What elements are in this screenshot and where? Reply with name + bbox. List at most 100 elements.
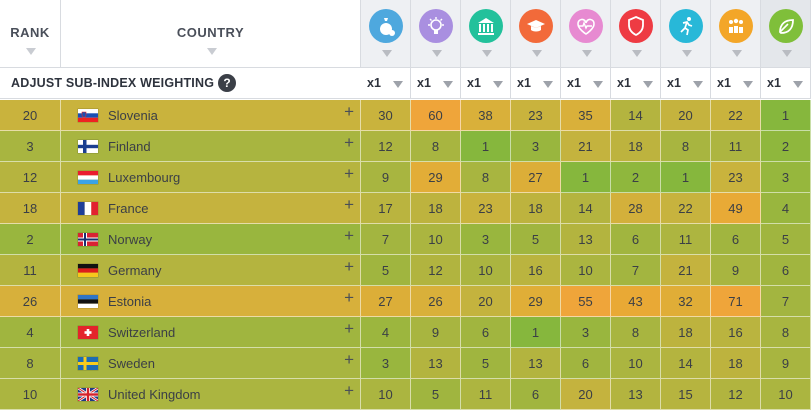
chevron-down-icon[interactable] [393,81,403,88]
country-cell[interactable]: Slovenia + [61,100,361,131]
score-cell: 27 [361,286,411,317]
expand-plus-icon[interactable]: + [344,195,354,214]
category-header-8[interactable] [711,0,761,67]
category-sort-icon[interactable] [681,50,692,57]
category-header-2[interactable] [411,0,461,67]
category-header-9[interactable] [761,0,811,67]
chevron-down-icon[interactable] [693,81,703,88]
chevron-down-icon[interactable] [593,81,603,88]
table-row[interactable]: 11 Germany +5 12 10 16 10 7 21 9 6 [0,255,811,286]
score-cell: 18 [511,193,561,224]
expand-plus-icon[interactable]: + [344,288,354,307]
table-row[interactable]: 2 Norway +7 10 3 5 13 6 11 6 5 [0,224,811,255]
weight-value: x1 [467,76,481,90]
country-cell[interactable]: United Kingdom + [61,379,361,410]
table-row[interactable]: 12 Luxembourg +9 29 8 27 1 2 1 23 3 [0,162,811,193]
category-sort-icon[interactable] [431,50,442,57]
chevron-down-icon[interactable] [543,81,553,88]
chevron-down-icon[interactable] [743,81,753,88]
expand-plus-icon[interactable]: + [344,381,354,400]
lightbulb-icon[interactable] [418,9,453,43]
table-row[interactable]: 4 Switzerland +4 9 6 1 3 8 18 16 8 [0,317,811,348]
weight-selector[interactable]: x1 [611,67,661,99]
expand-plus-icon[interactable]: + [344,257,354,276]
running-person-icon[interactable] [668,9,703,43]
table-row[interactable]: 8 Sweden +3 13 5 13 6 10 14 18 9 [0,348,811,379]
category-header-3[interactable] [461,0,511,67]
weight-selector[interactable]: x1 [511,67,561,99]
money-bag-icon[interactable] [368,9,403,43]
country-cell[interactable]: Sweden + [61,348,361,379]
weight-value: x1 [517,76,531,90]
score-cell: 8 [761,317,811,348]
category-sort-icon[interactable] [581,50,592,57]
country-name: Norway [108,231,153,247]
heartbeat-icon[interactable] [568,9,603,43]
expand-plus-icon[interactable]: + [344,164,354,183]
category-header-1[interactable] [361,0,411,67]
weight-selector[interactable]: x1 [361,67,411,99]
category-sort-icon[interactable] [781,50,792,57]
country-cell[interactable]: Switzerland + [61,317,361,348]
chevron-down-icon[interactable] [643,81,653,88]
category-header-4[interactable] [511,0,561,67]
rank-sort-icon[interactable] [26,48,36,55]
rank-value: 3 [0,131,61,162]
chevron-down-icon[interactable] [443,81,453,88]
category-sort-icon[interactable] [531,50,542,57]
weight-selector[interactable]: x1 [761,67,811,99]
chevron-down-icon[interactable] [793,81,803,88]
category-sort-icon[interactable] [481,50,492,57]
country-cell[interactable]: France + [61,193,361,224]
country-header-label: COUNTRY [176,25,245,40]
category-sort-icon[interactable] [731,50,742,57]
weight-selector[interactable]: x1 [411,67,461,99]
expand-plus-icon[interactable]: + [344,102,354,121]
rank-header-label: RANK [10,25,50,40]
country-cell[interactable]: Finland + [61,131,361,162]
score-cell: 10 [461,255,511,286]
score-cell: 23 [711,162,761,193]
country-cell[interactable]: Estonia + [61,286,361,317]
help-icon[interactable]: ? [218,74,236,92]
score-cell: 6 [511,379,561,410]
score-cell: 5 [511,224,561,255]
expand-plus-icon[interactable]: + [344,319,354,338]
rank-column-header[interactable]: RANK [0,0,61,67]
expand-plus-icon[interactable]: + [344,226,354,245]
table-row[interactable]: 26 Estonia +27 26 20 29 55 43 32 71 7 [0,286,811,317]
expand-plus-icon[interactable]: + [344,133,354,152]
country-sort-icon[interactable] [206,48,217,55]
expand-plus-icon[interactable]: + [344,350,354,369]
category-sort-icon[interactable] [381,50,392,57]
country-column-header[interactable]: COUNTRY [61,0,361,67]
category-sort-icon[interactable] [631,50,642,57]
table-row[interactable]: 3 Finland +12 8 1 3 21 18 8 11 2 [0,131,811,162]
score-cell: 35 [561,100,611,131]
weight-selector[interactable]: x1 [711,67,761,99]
score-cell: 23 [461,193,511,224]
score-cell: 14 [661,348,711,379]
category-header-6[interactable] [611,0,661,67]
weight-selector[interactable]: x1 [561,67,611,99]
category-header-5[interactable] [561,0,611,67]
weight-selector[interactable]: x1 [661,67,711,99]
country-cell[interactable]: Luxembourg + [61,162,361,193]
chevron-down-icon[interactable] [493,81,503,88]
leaf-icon[interactable] [768,9,803,43]
country-cell[interactable]: Germany + [61,255,361,286]
people-group-icon[interactable] [718,9,753,43]
score-cell: 60 [411,100,461,131]
graduation-cap-icon[interactable] [518,9,553,43]
weight-selector[interactable]: x1 [461,67,511,99]
country-cell[interactable]: Norway + [61,224,361,255]
category-header-7[interactable] [661,0,711,67]
table-row[interactable]: 18 France +17 18 23 18 14 28 22 49 4 [0,193,811,224]
score-cell: 20 [661,100,711,131]
shield-icon[interactable] [618,9,653,43]
score-cell: 13 [611,379,661,410]
table-row[interactable]: 20 Slovenia +30 60 38 23 35 14 20 22 1 [0,100,811,131]
score-cell: 28 [611,193,661,224]
government-building-icon[interactable] [468,9,503,43]
table-row[interactable]: 10 United Kingdom +10 5 11 6 20 13 15 12 10 [0,379,811,410]
